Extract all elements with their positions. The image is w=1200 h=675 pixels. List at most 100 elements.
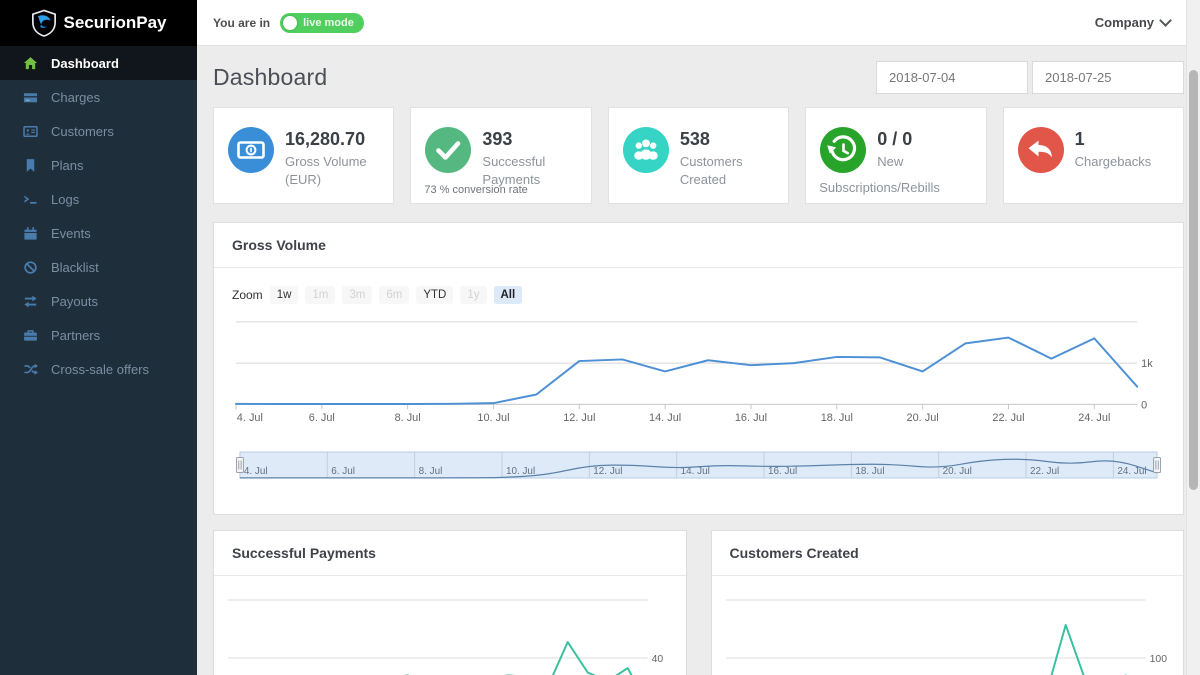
- sidebar-item-label: Partners: [51, 328, 100, 343]
- sidebar-item-plans[interactable]: Plans: [0, 148, 197, 182]
- sidebar-item-charges[interactable]: Charges: [0, 80, 197, 114]
- sidebar-item-partners[interactable]: Partners: [0, 318, 197, 352]
- gross-volume-panel: Gross Volume Zoom 1w 1m 3m 6m YTD 1y All…: [213, 222, 1184, 515]
- sidebar-item-cross-sale-offers[interactable]: Cross-sale offers: [0, 352, 197, 386]
- zoom-button-all[interactable]: All: [494, 286, 523, 304]
- sidebar-item-customers[interactable]: Customers: [0, 114, 197, 148]
- sidebar-item-label: Charges: [51, 90, 100, 105]
- stat-label: Gross Volume (EUR): [285, 153, 393, 188]
- stat-value: 1: [1075, 129, 1156, 150]
- sidebar-item-label: Customers: [51, 124, 114, 139]
- date-to-input[interactable]: [1032, 61, 1184, 94]
- bookmark-icon: [21, 158, 39, 173]
- customers-created-panel: Customers Created 100: [711, 530, 1185, 675]
- stat-value: 0 / 0: [877, 129, 912, 150]
- svg-text:1k: 1k: [1141, 358, 1153, 370]
- conversion-rate-label: 73 % conversion rate: [424, 184, 527, 196]
- mode-area: You are in live mode: [213, 13, 364, 33]
- stat-value: 16,280.70: [285, 129, 393, 150]
- svg-text:16. Jul: 16. Jul: [735, 412, 767, 424]
- successful-payments-chart: 40: [226, 580, 674, 675]
- toggle-knob-icon: [283, 16, 297, 30]
- ban-icon: [21, 260, 39, 275]
- chevron-down-icon: [1159, 14, 1172, 27]
- page-header: Dashboard: [213, 61, 1184, 94]
- svg-text:12. Jul: 12. Jul: [593, 466, 622, 477]
- svg-text:22. Jul: 22. Jul: [1030, 466, 1059, 477]
- id-card-icon: [21, 124, 39, 139]
- gross-volume-panel-header: Gross Volume: [214, 223, 1183, 268]
- sidebar-item-dashboard[interactable]: Dashboard: [0, 46, 197, 80]
- svg-text:18. Jul: 18. Jul: [855, 466, 884, 477]
- top-bar: SecurionPay You are in live mode Company: [0, 0, 1200, 46]
- customers-created-panel-title: Customers Created: [730, 545, 859, 561]
- sidebar-item-payouts[interactable]: Payouts: [0, 284, 197, 318]
- successful-payments-panel-title: Successful Payments: [232, 545, 376, 561]
- sidebar-item-events[interactable]: Events: [0, 216, 197, 250]
- zoom-button-1y: 1y: [460, 286, 486, 304]
- check-icon: [425, 127, 471, 173]
- home-icon: [21, 56, 39, 71]
- company-dropdown[interactable]: Company: [1095, 15, 1170, 30]
- svg-text:0: 0: [1141, 399, 1147, 411]
- svg-text:4. Jul: 4. Jul: [237, 412, 263, 424]
- sidebar-item-label: Cross-sale offers: [51, 362, 149, 377]
- brand-name: SecurionPay: [64, 13, 167, 33]
- svg-text:22. Jul: 22. Jul: [992, 412, 1024, 424]
- stat-value: 393: [482, 129, 590, 150]
- briefcase-icon: [21, 328, 39, 343]
- zoom-label: Zoom: [232, 288, 263, 302]
- stat-label: Chargebacks: [1075, 153, 1156, 171]
- scrollbar-track[interactable]: [1186, 0, 1200, 675]
- bottom-panels-row: Successful Payments 40 Customers Created…: [213, 530, 1184, 675]
- scrollbar-thumb[interactable]: [1189, 70, 1198, 490]
- svg-text:4. Jul: 4. Jul: [244, 466, 268, 477]
- sidebar-item-label: Plans: [51, 158, 84, 173]
- stat-card-chargebacks: 1 Chargebacks: [1003, 107, 1184, 204]
- stat-label: Customers Created: [680, 153, 788, 188]
- date-from-input[interactable]: [876, 61, 1028, 94]
- successful-payments-panel: Successful Payments 40: [213, 530, 687, 675]
- stat-label: New: [877, 153, 912, 171]
- live-mode-toggle[interactable]: live mode: [280, 13, 364, 33]
- sidebar-item-blacklist[interactable]: Blacklist: [0, 250, 197, 284]
- sidebar-item-label: Logs: [51, 192, 79, 207]
- stat-label: Successful Payments: [482, 153, 590, 188]
- gross-volume-panel-title: Gross Volume: [232, 237, 326, 253]
- exchange-icon: [21, 294, 39, 309]
- stat-card-customers-created: 538 Customers Created: [608, 107, 789, 204]
- terminal-icon: [21, 192, 39, 207]
- stat-card-new-subscriptions: 0 / 0 New Subscriptions/Rebills: [805, 107, 986, 204]
- shuffle-icon: [21, 362, 39, 377]
- main-content: Dashboard 16,280.70 Gross Volume (EUR) 3…: [197, 46, 1186, 675]
- stat-cards-row: 16,280.70 Gross Volume (EUR) 393 Success…: [213, 107, 1184, 204]
- calendar-icon: [21, 226, 39, 241]
- customers-created-panel-header: Customers Created: [712, 531, 1184, 576]
- svg-text:40: 40: [652, 654, 664, 665]
- money-bill-icon: [228, 127, 274, 173]
- zoom-button-ytd[interactable]: YTD: [416, 286, 453, 304]
- sidebar-item-logs[interactable]: Logs: [0, 182, 197, 216]
- svg-text:6. Jul: 6. Jul: [331, 466, 355, 477]
- gross-volume-chart[interactable]: 01k4. Jul6. Jul8. Jul10. Jul12. Jul14. J…: [232, 316, 1165, 426]
- credit-card-icon: [21, 90, 39, 105]
- history-icon: [820, 127, 866, 173]
- company-label: Company: [1095, 15, 1154, 30]
- svg-text:8. Jul: 8. Jul: [419, 466, 443, 477]
- sidebar-item-label: Dashboard: [51, 56, 119, 71]
- gross-volume-navigator[interactable]: 4. Jul6. Jul8. Jul10. Jul12. Jul14. Jul1…: [232, 450, 1165, 486]
- svg-text:14. Jul: 14. Jul: [649, 412, 681, 424]
- stat-card-successful-payments: 393 Successful Payments 73 % conversion …: [410, 107, 591, 204]
- date-range: [876, 61, 1184, 94]
- subscriptions-rebills-label: Subscriptions/Rebills: [819, 180, 940, 195]
- svg-text:20. Jul: 20. Jul: [907, 412, 939, 424]
- zoom-button-1w[interactable]: 1w: [270, 286, 299, 304]
- zoom-button-1m: 1m: [305, 286, 335, 304]
- customers-created-chart: 100: [724, 580, 1172, 675]
- svg-text:10. Jul: 10. Jul: [477, 412, 509, 424]
- svg-text:100: 100: [1149, 654, 1167, 665]
- securionpay-logo[interactable]: SecurionPay: [0, 0, 197, 46]
- page-title: Dashboard: [213, 64, 327, 91]
- stat-card-gross-volume: 16,280.70 Gross Volume (EUR): [213, 107, 394, 204]
- svg-text:18. Jul: 18. Jul: [821, 412, 853, 424]
